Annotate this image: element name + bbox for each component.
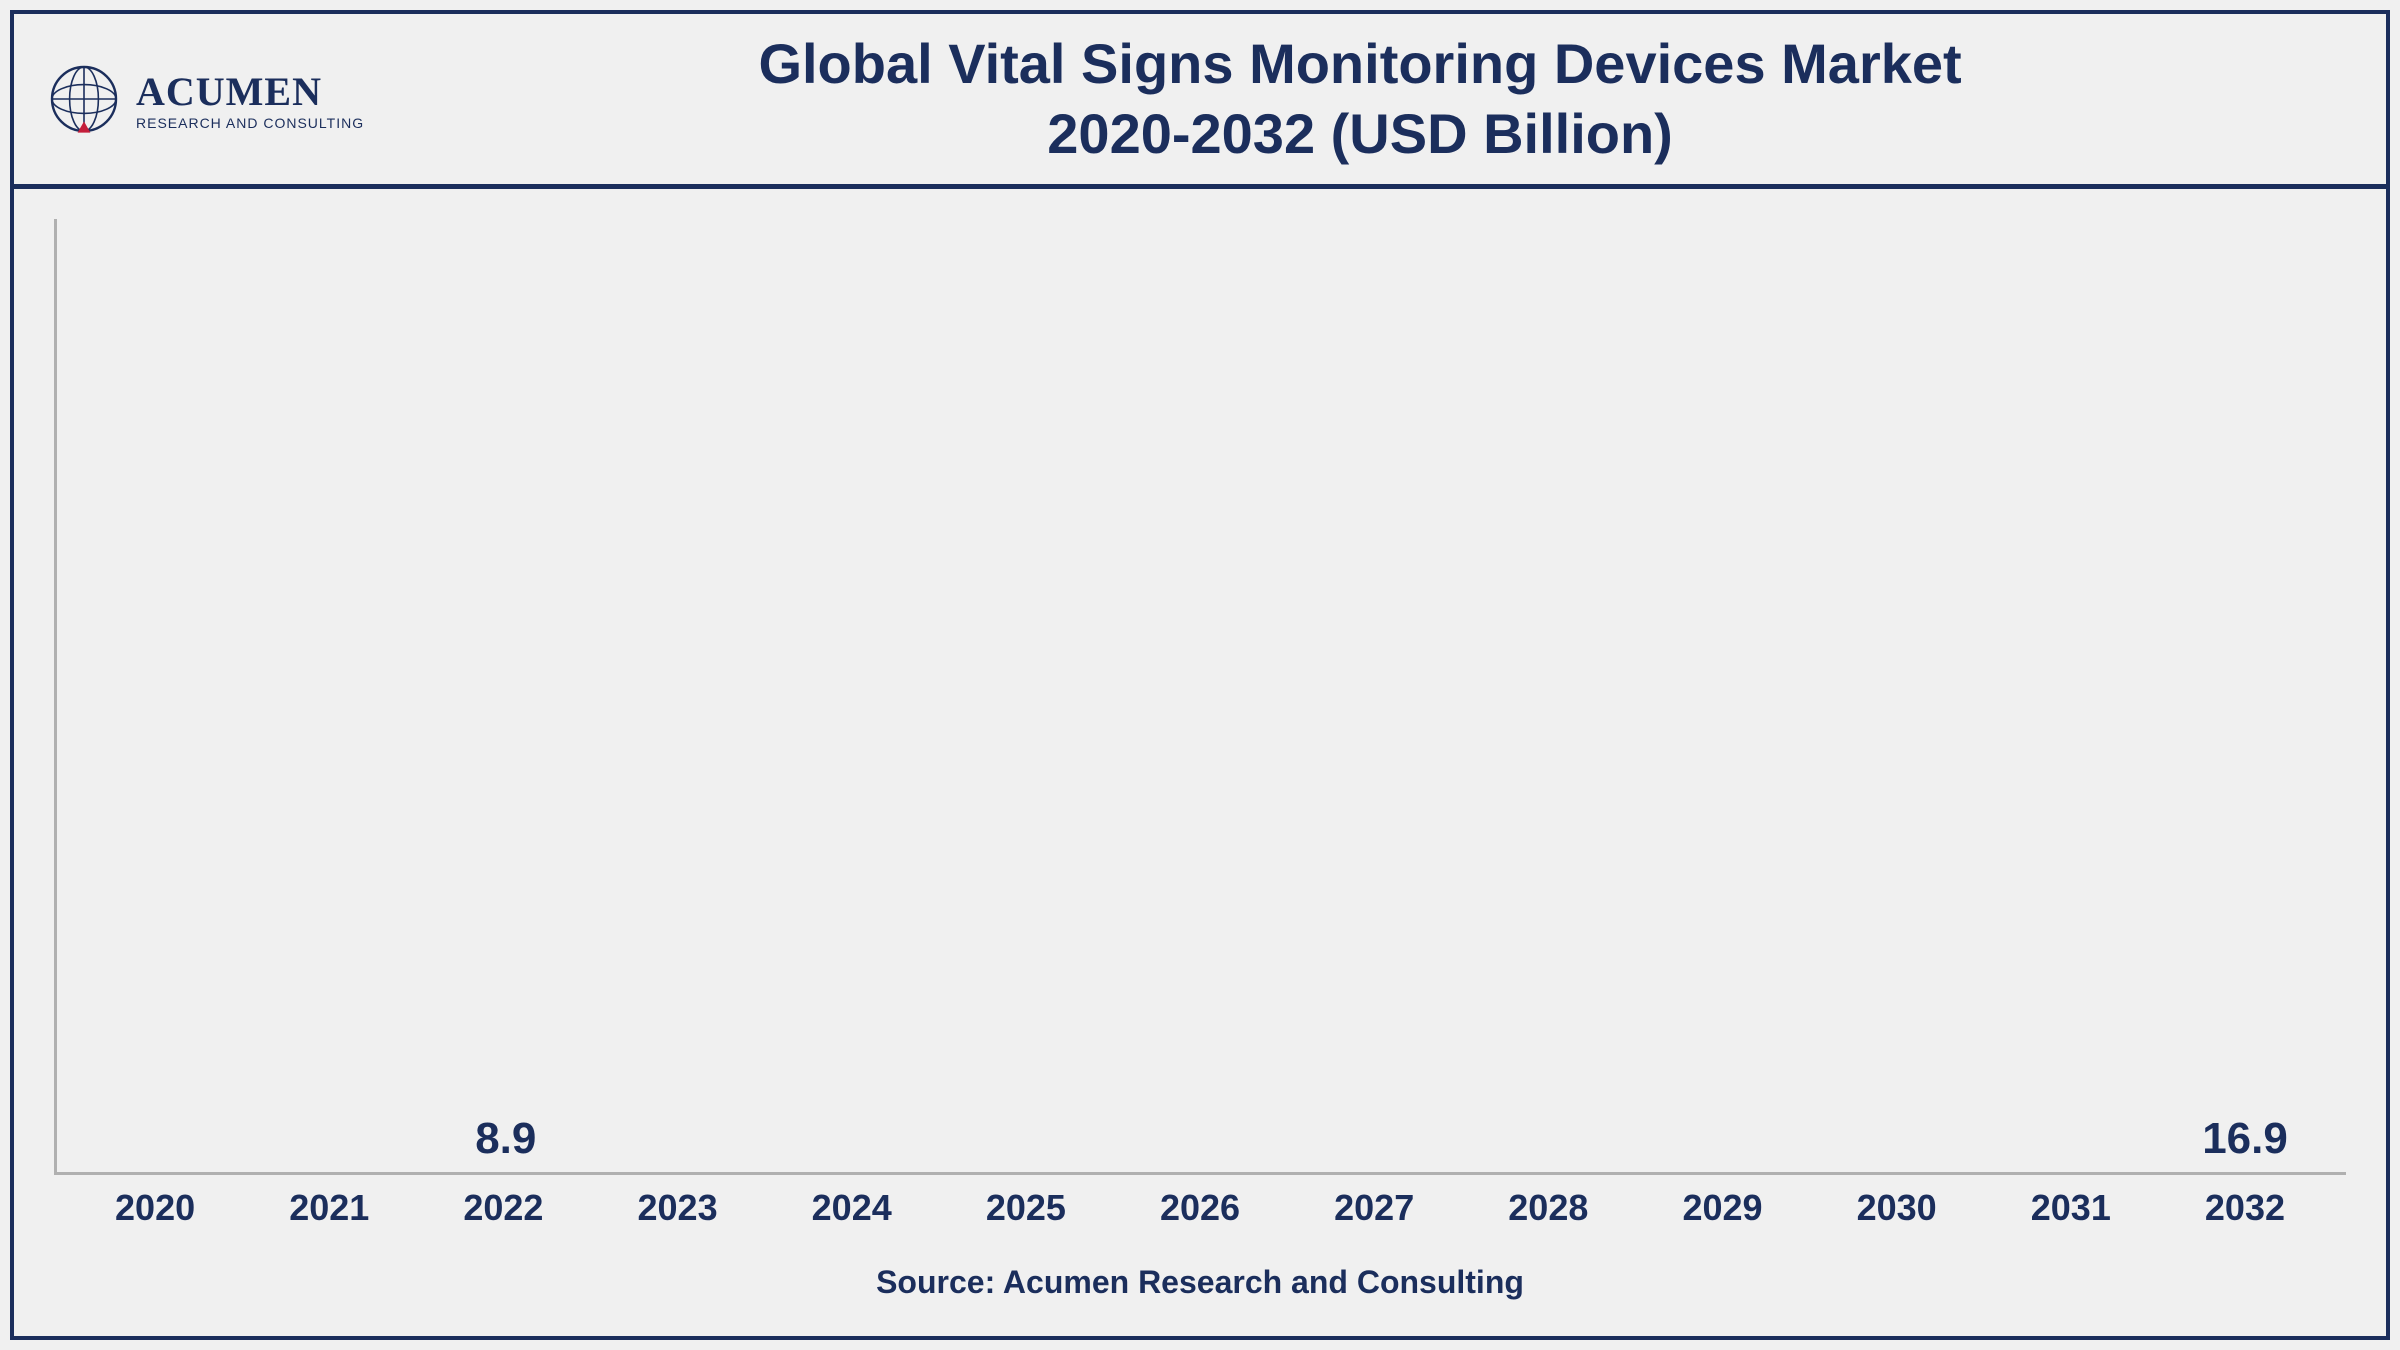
x-axis-label: 2020 bbox=[79, 1187, 231, 1229]
x-axis-label: 2024 bbox=[776, 1187, 928, 1229]
chart-title: Global Vital Signs Monitoring Devices Ma… bbox=[364, 29, 2356, 169]
x-axis-label: 2030 bbox=[1821, 1187, 1973, 1229]
x-axis-label: 2021 bbox=[253, 1187, 405, 1229]
logo: ACUMEN RESEARCH AND CONSULTING bbox=[44, 59, 364, 139]
source-text: Source: Acumen Research and Consulting bbox=[54, 1229, 2346, 1316]
x-axis-label: 2025 bbox=[950, 1187, 1102, 1229]
x-axis-label: 2026 bbox=[1124, 1187, 1276, 1229]
chart-area: 8.9 16.9 2020 2021 2022 2023 2024 2025 2026 2027… bbox=[14, 189, 2386, 1336]
chart-container: ACUMEN RESEARCH AND CONSULTING Global Vi… bbox=[10, 10, 2390, 1340]
x-axis-label: 2029 bbox=[1646, 1187, 1798, 1229]
x-axis: 2020 2021 2022 2023 2024 2025 2026 2027 2028 2029… bbox=[54, 1175, 2346, 1229]
x-axis-label: 2023 bbox=[601, 1187, 753, 1229]
x-axis-label: 2022 bbox=[427, 1187, 579, 1229]
plot: 8.9 16.9 bbox=[54, 219, 2346, 1175]
logo-tagline: RESEARCH AND CONSULTING bbox=[136, 115, 364, 131]
globe-icon bbox=[44, 59, 124, 139]
x-axis-label: 2028 bbox=[1472, 1187, 1624, 1229]
bar-value-label: 16.9 bbox=[2202, 1114, 2288, 1164]
title-line-2: 2020-2032 (USD Billion) bbox=[364, 99, 2356, 169]
logo-text: ACUMEN RESEARCH AND CONSULTING bbox=[136, 68, 364, 131]
bar-value-label: 8.9 bbox=[475, 1114, 536, 1164]
x-axis-label: 2032 bbox=[2169, 1187, 2321, 1229]
logo-brand: ACUMEN bbox=[136, 68, 364, 115]
title-line-1: Global Vital Signs Monitoring Devices Ma… bbox=[364, 29, 2356, 99]
x-axis-label: 2027 bbox=[1298, 1187, 1450, 1229]
header: ACUMEN RESEARCH AND CONSULTING Global Vi… bbox=[14, 14, 2386, 189]
x-axis-label: 2031 bbox=[1995, 1187, 2147, 1229]
